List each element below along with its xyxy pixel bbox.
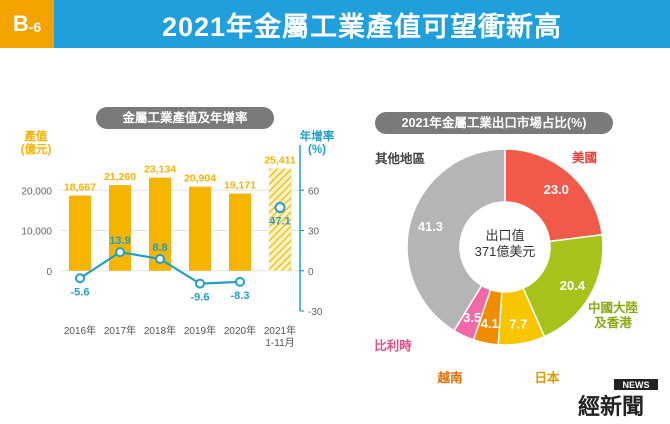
bar-value-label: 18,667: [64, 182, 96, 194]
x-tick-label: 2018年: [144, 324, 176, 337]
news-logo: NEWS 經新聞: [578, 379, 658, 419]
y2-tick-label: -30: [308, 307, 323, 318]
y2-tick-label: 30: [308, 227, 320, 238]
slice-name-label: 比利時: [374, 338, 412, 353]
donut-chart: 2021年金屬工業出口市場占比(%) 出口值 371億美元 23.0 20.4 7.…: [374, 112, 638, 385]
growth-value-label: 13.9: [109, 235, 130, 247]
bar: [109, 185, 131, 271]
bar: [189, 186, 211, 271]
bars-group: [69, 168, 291, 271]
bar: [229, 193, 251, 271]
x-tick-label: 2019年: [184, 324, 216, 337]
y-tick-label: 10,000: [21, 227, 52, 238]
slice-name-label: 中國大陸及香港: [588, 300, 639, 330]
logo-main-text: 經新聞: [578, 394, 644, 419]
bar-value-label: 25,411: [264, 154, 296, 166]
right-axis-title-text: 年增率(%): [300, 129, 335, 156]
slice-name-label: 美國: [572, 150, 597, 165]
growth-point: [235, 276, 245, 287]
chart-gridlines: [60, 189, 300, 272]
growth-value-label: -5.6: [71, 286, 90, 298]
pie-chart-title-pill: [375, 112, 613, 134]
charts-canvas: 金屬工業產值及年增率 產值(億元) 年增率(%) 18,667 21,260 23,…: [21, 107, 658, 419]
page-title: 2021年金屬工業產值可望衝新高: [161, 11, 563, 42]
badge-number: -6: [28, 19, 42, 35]
slice-name-label: 越南: [436, 370, 463, 385]
x-tick-label: 2021年 1-11月: [264, 324, 296, 349]
bar-chart-title-pill: [96, 107, 274, 129]
left-axis-title-text: 產值(億元): [21, 129, 52, 156]
y2-tick-label: 0: [308, 267, 314, 278]
x-tick-label: 2017年: [104, 324, 136, 337]
slice-name-label: 日本: [534, 370, 560, 385]
growth-point: [75, 273, 85, 284]
growth-value-label: 8.8: [152, 242, 167, 254]
slice-value-label: 7.7: [509, 316, 527, 331]
growth-point: [115, 247, 125, 258]
right-axis-title: 年增率(%): [300, 129, 335, 156]
slice-value-label: 41.3: [418, 219, 443, 234]
x-tick-label: 2016年: [64, 324, 96, 337]
bar-value-label: 23,134: [144, 164, 176, 176]
bar-value-label: 21,260: [104, 171, 136, 183]
bar-chart-title: 金屬工業產值及年增率: [121, 110, 248, 125]
slice-value-label: 23.0: [544, 182, 569, 197]
left-axis-title: 產值(億元): [21, 129, 52, 156]
header-bar: [0, 0, 670, 48]
slices-group: [406, 148, 604, 346]
x-labels-group: 2016年 2017年 2018年 2019年 2020年 2021年 1-11月: [64, 324, 296, 349]
y-tick-label: 20,000: [21, 186, 52, 197]
bar: [69, 195, 91, 271]
slice-value-label: 20.4: [560, 278, 586, 293]
logo-news-text: NEWS: [623, 380, 650, 390]
bar-labels-group: 18,667 21,260 23,134 20,904 19,171 25,411: [64, 154, 296, 193]
y2-tick-label: 60: [308, 186, 320, 197]
slice-name-label: 其他地區: [375, 151, 426, 166]
badge-prefix: B: [12, 11, 29, 36]
bar-value-label: 19,171: [224, 180, 256, 192]
slice-value-label: 3.5: [463, 310, 481, 325]
growth-point: [274, 202, 286, 214]
left-ticks-group: 20,000 10,000 0: [21, 186, 52, 278]
growth-line-group: [75, 202, 286, 289]
bar-value-label: 20,904: [184, 173, 216, 185]
center-label-2: 371億美元: [475, 244, 536, 259]
slice-values-group: 23.0 20.4 7.7 4.13.5 41.3: [418, 182, 586, 331]
slice-value-label: 4.1: [481, 316, 499, 331]
donut-hole: [460, 202, 550, 292]
bar: [149, 177, 171, 271]
center-label-1: 出口值: [485, 228, 524, 243]
pie-chart-title: 2021年金屬工業出口市場占比(%): [402, 115, 587, 130]
growth-value-label: -8.3: [231, 290, 250, 302]
growth-point: [155, 253, 165, 264]
y-tick-label: 0: [46, 267, 52, 278]
growth-point: [195, 278, 205, 289]
x-tick-label: 2020年: [224, 324, 256, 337]
section-badge: B -6: [0, 0, 54, 48]
bar: [269, 168, 291, 271]
bar-line-chart: 金屬工業產值及年增率 產值(億元) 年增率(%) 18,667 21,260 23,…: [21, 107, 335, 349]
logo-news-box: [614, 379, 658, 390]
growth-value-label: -9.6: [191, 292, 210, 304]
growth-value-label: 47.1: [269, 216, 290, 228]
right-ticks-group: 60 30 0 -30: [300, 186, 323, 318]
growth-labels-group: -5.6 13.9 8.8 -9.6 -8.3 47.1: [71, 216, 291, 304]
